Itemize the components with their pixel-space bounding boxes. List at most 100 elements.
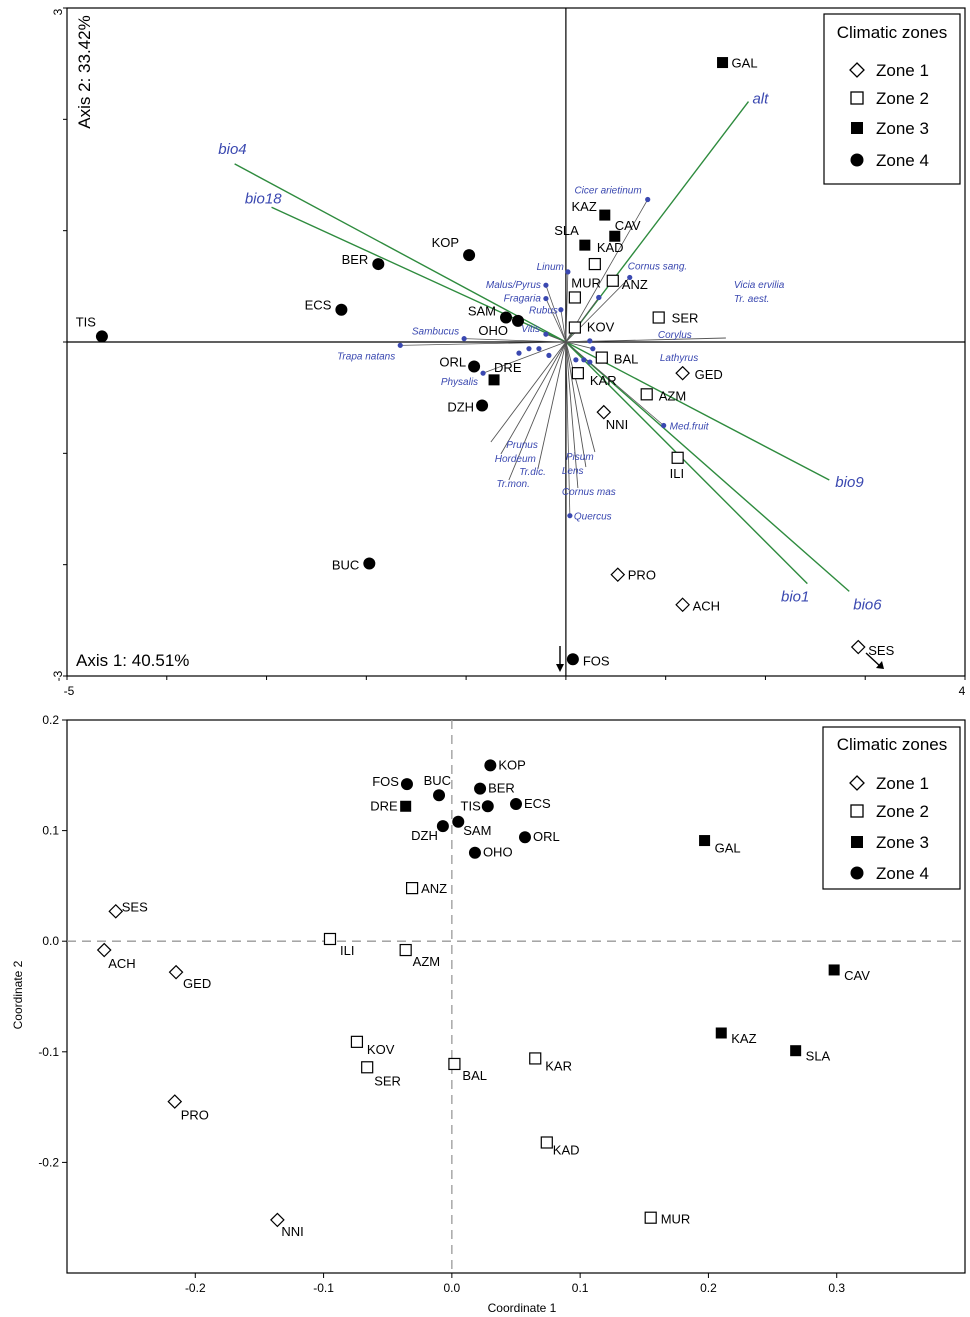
point-fos (400, 778, 413, 791)
point-buc (433, 789, 446, 802)
site-label-mur: MUR (571, 275, 601, 290)
species-label-rubus: Rubus (529, 306, 558, 317)
env-vector-label-bio4: bio4 (218, 141, 246, 158)
species-line-tr-dic (537, 341, 567, 470)
species-label-lathyrus: Lathyrus (660, 353, 698, 364)
species-line-tr-aest (565, 297, 600, 343)
x-tick-label: 0.3 (828, 1281, 845, 1295)
point-label-ach: ACH (108, 956, 135, 971)
species-line-tr-mon (508, 341, 567, 481)
point-anz (405, 882, 419, 895)
point-dzh (476, 399, 489, 412)
point-kov (350, 1035, 364, 1048)
point-ili (671, 451, 684, 464)
point-tis (481, 800, 494, 813)
species-label-physalis: Physalis (441, 377, 478, 388)
species-label-vitis: Vitis (521, 324, 540, 335)
site-label-ber: BER (342, 252, 369, 267)
point-ses (850, 639, 866, 655)
species-line-lathyrus (565, 341, 593, 350)
legend-pcoa: Climatic zones Zone 1 Zone 2 Zone 3 Zone… (822, 726, 961, 890)
species-line-pisum (565, 341, 596, 453)
species-point-cicer-arietinum (645, 196, 651, 203)
axis2-label: Axis 2: 33.42% (75, 15, 94, 128)
point-label-anz: ANZ (421, 881, 447, 896)
point-label-ser: SER (374, 1073, 401, 1088)
point-pro (167, 1094, 183, 1109)
species-point-tr-aest (596, 294, 602, 301)
y-axis-label: Coordinate 2 (11, 960, 25, 1029)
y-tick-label: -0.1 (38, 1045, 59, 1059)
point-gal (699, 835, 711, 847)
site-label-fos: FOS (583, 653, 610, 668)
species-point-tr-mon (536, 346, 542, 352)
legend-box (822, 726, 961, 890)
point-orl (468, 360, 481, 373)
species-label-sambucus: Sambucus (412, 327, 459, 338)
y-tick-label-max: 3 (51, 8, 65, 15)
env-vector-label-bio18: bio18 (245, 190, 282, 207)
site-label-ili: ILI (670, 466, 684, 481)
site-label-ses: SES (868, 643, 894, 658)
point-label-ber: BER (488, 781, 515, 796)
species-line-lens (565, 341, 587, 468)
env-vector-bio6 (565, 341, 850, 592)
x-tick-label-min: -5 (64, 684, 75, 698)
legend-label-zone-3: Zone 3 (876, 119, 929, 138)
species-label-cicer-arietinum: Cicer arietinum (574, 185, 641, 196)
species-line-hordeum (500, 341, 567, 455)
point-ged (675, 365, 690, 381)
species-label-tr-aest: Tr. aest. (734, 294, 770, 305)
species-point-corylus (587, 338, 593, 344)
point-kov (568, 321, 581, 334)
species-label-tr-dic: Tr.dic. (519, 467, 546, 478)
point-ber (372, 258, 385, 271)
arrow-ses-head (876, 661, 884, 669)
species-point-prunus (516, 350, 522, 356)
species-line-linum (565, 271, 569, 343)
species-label-malus-pyrus: Malus/Pyrus (486, 280, 541, 291)
legend-marker-zone-2 (850, 804, 864, 818)
site-label-nni: NNI (606, 417, 628, 432)
site-label-ser: SER (672, 311, 699, 326)
x-tick-label: -0.1 (313, 1281, 334, 1295)
site-label-kar: KAR (590, 373, 617, 388)
point-label-dre: DRE (370, 798, 398, 813)
point-mur (644, 1211, 657, 1224)
point-bal (448, 1057, 461, 1071)
site-label-pro: PRO (628, 568, 656, 583)
species-line-med-fruit (565, 341, 664, 426)
legend-label-zone-2: Zone 2 (876, 89, 929, 108)
point-cav (609, 230, 621, 242)
point-azm (399, 943, 412, 957)
species-label-cornus-sang: Cornus sang. (628, 261, 687, 272)
species-line-malus-pyrus (545, 285, 567, 343)
site-label-kad: KAD (597, 240, 624, 255)
y-tick-label: 0.1 (42, 824, 59, 838)
point-kop (463, 249, 476, 262)
env-vector-bio1 (565, 341, 808, 585)
species-point-lens (581, 357, 587, 363)
point-label-ged: GED (183, 976, 211, 991)
site-label-azm: AZM (659, 388, 686, 403)
pcoa-frame (66, 719, 966, 1274)
axis1-label: Axis 1: 40.51% (76, 651, 189, 670)
species-line-physalis (482, 341, 567, 374)
point-kop (484, 759, 497, 772)
species-line-corylus (565, 340, 590, 343)
species-line-rubus (560, 309, 567, 343)
site-label-ecs: ECS (305, 298, 332, 313)
arrow-fos-head (556, 664, 564, 672)
species-label-trapa-natans: Trapa natans (337, 351, 395, 362)
site-label-dzh: DZH (447, 399, 474, 414)
point-label-nni: NNI (281, 1224, 303, 1239)
species-label-corylus: Corylus (658, 330, 692, 341)
env-vector-bio4 (234, 163, 567, 343)
point-azm (640, 388, 653, 401)
site-label-sam: SAM (468, 304, 496, 319)
point-dzh (436, 820, 449, 833)
point-kad (588, 257, 601, 271)
ordination-biplot-panel: alt bio4 bio18 bio9 bio1 bio6 Cicer arietinum… (51, 7, 966, 698)
point-label-sam: SAM (463, 823, 491, 838)
point-sla (790, 1045, 802, 1057)
